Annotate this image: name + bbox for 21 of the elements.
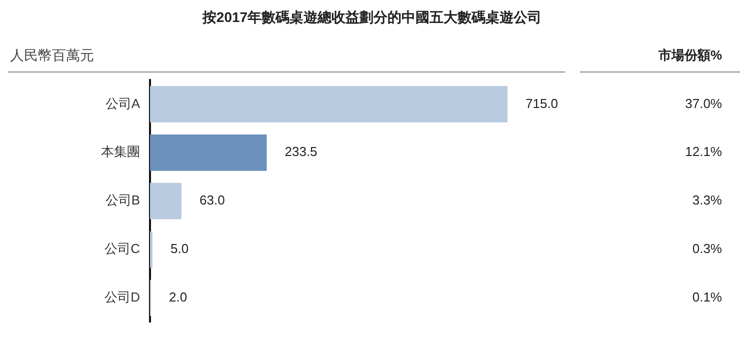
text: 12.1% xyxy=(685,144,722,160)
data-label: 63.0 xyxy=(200,192,225,208)
data-label: 2.0 xyxy=(169,290,188,305)
y-tick-label: 公司D xyxy=(104,290,140,305)
y-tick-label: 公司A xyxy=(105,96,140,111)
bar xyxy=(150,86,508,122)
chart-title: 按2017年數碼桌遊總收益劃分的中國五大數碼桌遊公司 xyxy=(201,8,542,25)
data-label: 233.5 xyxy=(284,144,318,160)
x-axis-title: 人民幣百萬元 xyxy=(10,46,94,63)
y-tick-label: 本集團 xyxy=(101,144,140,160)
text: 37.0% xyxy=(685,96,722,111)
y-tick-label: 公司B xyxy=(105,192,140,208)
text: 0.1% xyxy=(692,290,722,305)
y-tick-label: 公司C xyxy=(104,241,140,256)
data-label: 715.0 xyxy=(526,96,558,111)
bar xyxy=(150,134,267,171)
bar xyxy=(150,182,182,220)
text: 市場份額% xyxy=(657,48,722,63)
data-label: 5.0 xyxy=(170,241,189,256)
text: 3.3% xyxy=(692,192,722,208)
text: 0.3% xyxy=(692,241,722,256)
